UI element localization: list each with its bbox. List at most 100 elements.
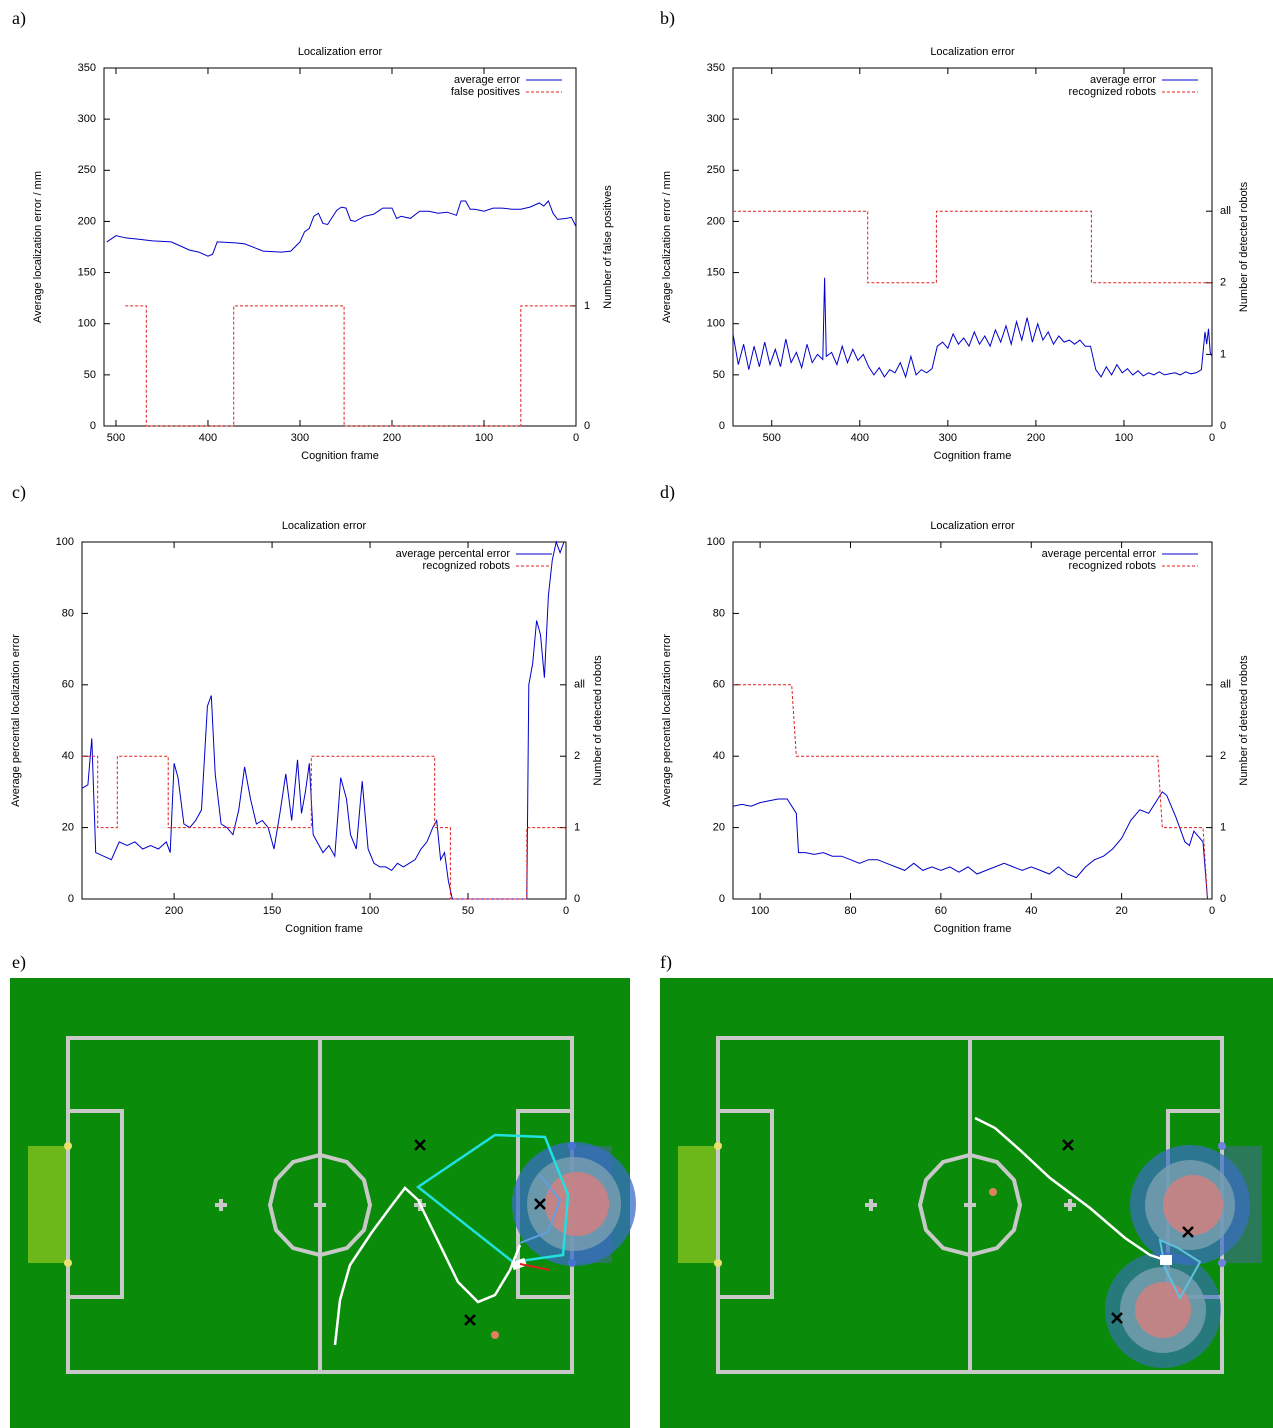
y2-tick-label: 1 <box>574 822 580 834</box>
plot-frame <box>103 67 577 427</box>
y-tick-label: 350 <box>78 62 96 74</box>
y2-tick-label: 0 <box>1220 420 1226 432</box>
y-tick-label: 0 <box>719 420 725 432</box>
y-tick-label: 200 <box>707 215 725 227</box>
legend-label: recognized robots <box>423 560 511 572</box>
x-tick-label: 40 <box>1025 905 1037 917</box>
chart-title: Localization error <box>282 520 367 532</box>
panel-label: b) <box>660 8 675 29</box>
y2-tick-label: all <box>1220 205 1231 217</box>
y2-tick-label: 0 <box>584 420 590 432</box>
y2-tick-label: all <box>1220 679 1231 691</box>
y2-tick-label: 1 <box>1220 348 1226 360</box>
legend-label: recognized robots <box>1069 86 1157 98</box>
x-tick-label: 200 <box>165 905 183 917</box>
series-line <box>125 305 576 427</box>
y-tick-label: 80 <box>62 607 74 619</box>
x-tick-label: 100 <box>475 432 493 444</box>
y-tick-label: 300 <box>707 113 725 125</box>
y-tick-label: 80 <box>713 607 725 619</box>
x-tick-label: 60 <box>935 905 947 917</box>
legend-label: average percental error <box>1042 548 1157 560</box>
series-line <box>106 200 577 257</box>
chart-title: Localization error <box>930 46 1015 58</box>
x-tick-label: 500 <box>763 432 781 444</box>
y-tick-label: 100 <box>707 536 725 548</box>
y-tick-label: 40 <box>62 750 74 762</box>
x-axis-label: Cognition frame <box>285 923 363 935</box>
y-tick-label: 250 <box>78 164 96 176</box>
legend-label: false positives <box>451 86 521 98</box>
series-line <box>733 210 1212 284</box>
y-tick-label: 100 <box>707 318 725 330</box>
panel-label: a) <box>12 8 26 29</box>
panel-label: c) <box>12 482 26 503</box>
y-tick-label: 0 <box>68 893 74 905</box>
y2-tick-label: 1 <box>584 300 590 312</box>
y2-axis-label: Number of detected robots <box>1238 655 1250 786</box>
x-tick-label: 200 <box>383 432 401 444</box>
y-tick-label: 0 <box>719 893 725 905</box>
x-axis-label: Cognition frame <box>934 450 1012 462</box>
series-line <box>81 540 565 900</box>
y-tick-label: 60 <box>62 679 74 691</box>
panel-label: f) <box>660 952 672 973</box>
y2-tick-label: 2 <box>1220 750 1226 762</box>
x-tick-label: 500 <box>107 432 125 444</box>
field-f <box>660 978 1273 1428</box>
x-tick-label: 300 <box>291 432 309 444</box>
field-e <box>10 978 636 1428</box>
y-tick-label: 100 <box>56 536 74 548</box>
x-tick-label: 100 <box>361 905 379 917</box>
x-tick-label: 200 <box>1027 432 1045 444</box>
x-tick-label: 0 <box>563 905 569 917</box>
y-axis-label: Average localization error / mm <box>661 171 673 323</box>
y2-tick-label: 2 <box>1220 277 1226 289</box>
y-axis-label: Average localization error / mm <box>32 171 44 323</box>
y-tick-label: 150 <box>78 266 96 278</box>
plot-frame <box>81 541 567 900</box>
x-tick-label: 100 <box>1115 432 1133 444</box>
y-tick-label: 300 <box>78 113 96 125</box>
x-axis-label: Cognition frame <box>301 450 379 462</box>
y-tick-label: 20 <box>713 822 725 834</box>
y-tick-label: 50 <box>84 369 96 381</box>
y-tick-label: 0 <box>90 420 96 432</box>
x-tick-label: 400 <box>199 432 217 444</box>
x-tick-label: 400 <box>851 432 869 444</box>
x-tick-label: 150 <box>263 905 281 917</box>
x-axis-label: Cognition frame <box>934 923 1012 935</box>
y-tick-label: 150 <box>707 266 725 278</box>
y-axis-label: Average percental localization error <box>10 634 22 807</box>
panel-label: e) <box>12 952 26 973</box>
chart-title: Localization error <box>298 46 383 58</box>
y-tick-label: 20 <box>62 822 74 834</box>
y2-tick-label: 1 <box>1220 822 1226 834</box>
y2-tick-label: 2 <box>574 750 580 762</box>
legend-label: average percental error <box>396 548 511 560</box>
y2-tick-label: 0 <box>574 893 580 905</box>
y-tick-label: 100 <box>78 318 96 330</box>
y2-tick-label: 0 <box>1220 893 1226 905</box>
x-tick-label: 20 <box>1115 905 1127 917</box>
series-line <box>82 755 566 900</box>
x-tick-label: 50 <box>462 905 474 917</box>
y-tick-label: 200 <box>78 215 96 227</box>
y-axis-label: Average percental localization error <box>661 634 673 807</box>
y-tick-label: 250 <box>707 164 725 176</box>
x-tick-label: 0 <box>1209 432 1215 444</box>
y-tick-label: 50 <box>713 369 725 381</box>
x-tick-label: 0 <box>1209 905 1215 917</box>
y2-axis-label: Number of false positives <box>602 185 614 309</box>
y-tick-label: 350 <box>707 62 725 74</box>
y2-tick-label: all <box>574 679 585 691</box>
y-tick-label: 40 <box>713 750 725 762</box>
x-tick-label: 100 <box>751 905 769 917</box>
series-line <box>733 684 1208 900</box>
series-line <box>732 791 1208 900</box>
panel-label: d) <box>660 482 675 503</box>
legend-label: recognized robots <box>1069 560 1157 572</box>
legend-label: average error <box>1090 74 1156 86</box>
y-tick-label: 60 <box>713 679 725 691</box>
